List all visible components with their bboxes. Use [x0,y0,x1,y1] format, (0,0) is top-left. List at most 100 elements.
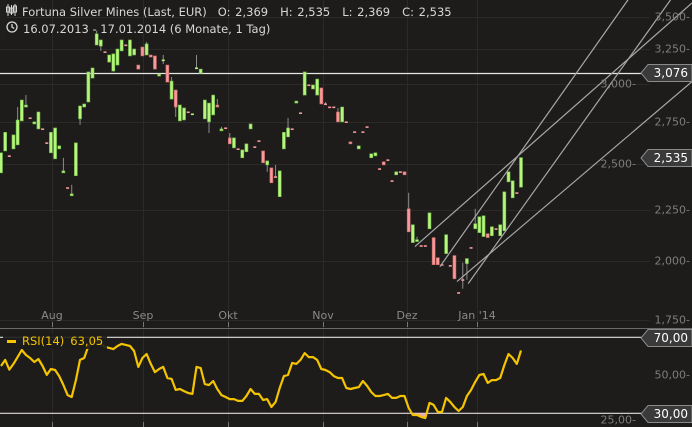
candle [369,153,374,159]
candle-body [232,137,236,149]
candle [448,265,452,267]
candle-body [469,247,473,249]
reference-price-badge[interactable]: 3,076 [640,64,692,82]
trendline [467,0,672,284]
x-label-aug: Aug [41,309,63,322]
candle-body [41,128,45,131]
candle [169,77,174,100]
candle [411,224,415,243]
candle-body [415,239,419,242]
price-tick-label: 1,750- [654,313,690,327]
candle-body [186,111,190,114]
candle [28,117,32,120]
candle-body [66,187,70,189]
candle-body [240,149,245,159]
candle [82,103,86,108]
candle [406,192,411,233]
candle-body [69,193,74,197]
candle-body [7,155,11,157]
clock-icon[interactable] [6,21,18,36]
candle-body [265,160,270,166]
last-price-badge[interactable]: 2,535 [640,148,692,167]
candle-body [28,117,32,120]
candle [103,51,107,53]
candle-body [490,226,494,237]
candle [269,167,274,184]
ohlc-close: C: 2,535 [402,4,452,19]
candle-body [257,140,261,142]
candle-body [57,145,62,150]
candlestick-series [0,30,523,294]
candle-body [195,67,199,70]
candle-body [502,191,507,232]
price-tick-label: 2,250- [654,203,690,217]
candle [132,48,136,56]
rsi-legend-value: 63,05 [70,334,104,348]
candlestick-chart-icon[interactable] [6,4,17,19]
candle [290,128,294,131]
candle-body [103,51,107,53]
candle-body [132,48,136,56]
candle-body [336,111,340,123]
trendline [414,2,692,248]
trendline [456,81,692,282]
trendlines[interactable] [414,0,692,284]
candle-body [215,104,220,108]
rsi-tick-label: 50,00- [654,368,690,382]
price-tick-label: 3,250- [654,42,690,56]
candle [253,146,257,148]
candle-body [311,84,315,90]
candle [232,137,236,149]
ohlc-low: L: 2,369 [342,4,391,19]
candle-body [444,234,448,254]
candle [494,228,498,230]
candle-body [332,106,336,109]
candle-body [411,224,415,243]
candle [19,99,24,122]
candle [323,101,327,106]
candle [394,171,399,176]
candle [485,233,490,238]
candle [381,161,386,166]
candle [11,134,16,150]
candle-body [353,131,357,133]
candle-body [506,171,511,183]
candle-body [49,132,53,154]
candle-body [498,224,503,237]
rsi-upper-level-badge[interactable]: 70,00 [640,328,692,347]
candle [66,187,70,189]
candle-body [36,111,41,130]
candle-body [61,170,66,174]
candle [61,157,66,174]
candle-body [402,171,407,176]
candle-body [398,171,402,173]
candle-body [348,141,353,145]
candle-body [431,237,436,265]
rsi-lower-level-badge[interactable]: 30,00 [640,404,692,423]
candle-body [494,228,498,230]
candle [49,132,53,154]
candle [390,180,394,182]
candle-body [515,192,519,194]
candle [274,164,278,178]
candle-body [86,71,91,103]
candle [348,141,353,145]
price-tick-label: 2,500- [600,157,636,171]
x-label-nov: Nov [312,309,334,322]
candle [519,157,523,188]
candle [165,64,170,83]
candle-body [0,152,3,174]
candle [99,39,103,51]
rsi-legend[interactable]: RSI(14) 63,05 [3,333,108,349]
candle [307,84,311,87]
candle [161,54,165,65]
candle-body [390,180,394,182]
candle [228,132,232,145]
candle-body [94,33,99,46]
date-range[interactable]: 16.07.2013 - 17.01.2014 (6 Monate, 1 Tag… [23,21,271,36]
trendline [439,0,629,268]
candle [236,148,240,150]
candle-body [99,39,103,47]
